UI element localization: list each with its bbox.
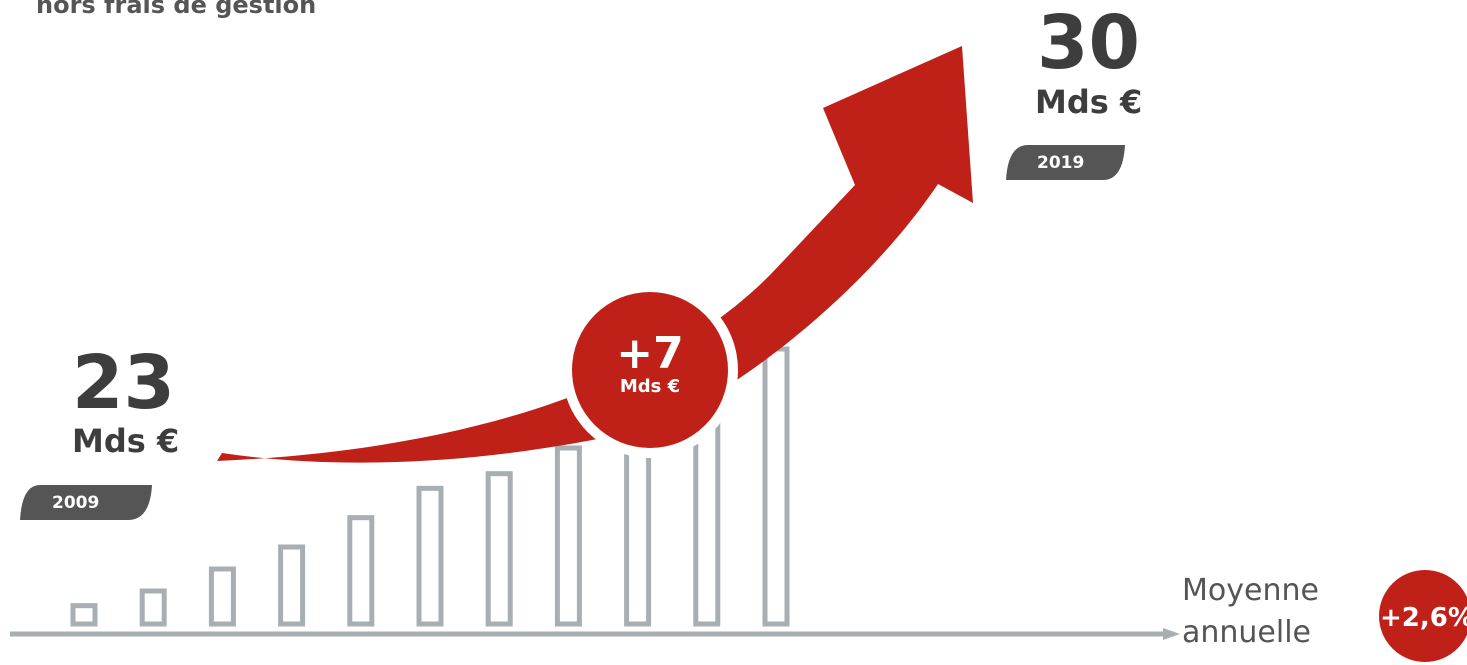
bar-2012 bbox=[278, 544, 306, 627]
bar-2010 bbox=[139, 588, 167, 627]
average-label-line1: Moyenne bbox=[1182, 573, 1319, 608]
end-value: 30 bbox=[1037, 0, 1140, 86]
growth-arrow bbox=[217, 46, 973, 463]
bar-2015 bbox=[485, 471, 513, 627]
end-year: 2019 bbox=[1037, 153, 1084, 173]
bar-2011 bbox=[208, 566, 236, 627]
bar-2016 bbox=[554, 445, 582, 627]
start-year-badge bbox=[20, 485, 152, 520]
bar-2013 bbox=[347, 515, 375, 627]
bar-2009 bbox=[70, 603, 98, 627]
average-circle bbox=[1379, 570, 1467, 662]
average-label-line2: annuelle bbox=[1182, 615, 1311, 650]
bar-2019 bbox=[762, 346, 790, 627]
chart-subtitle: hors frais de gestion bbox=[36, 0, 316, 19]
bar-2014 bbox=[416, 485, 444, 627]
baseline-arrow-tip bbox=[1163, 628, 1180, 640]
start-unit: Mds € bbox=[72, 422, 179, 460]
average-value: +2,6% bbox=[1380, 603, 1467, 633]
end-year-badge bbox=[1006, 145, 1125, 180]
end-unit: Mds € bbox=[1035, 83, 1142, 121]
start-value: 23 bbox=[72, 340, 175, 426]
start-year: 2009 bbox=[52, 493, 99, 513]
change-unit: Mds € bbox=[620, 376, 680, 397]
change-circle bbox=[572, 292, 728, 448]
change-value: +7 bbox=[616, 328, 683, 379]
